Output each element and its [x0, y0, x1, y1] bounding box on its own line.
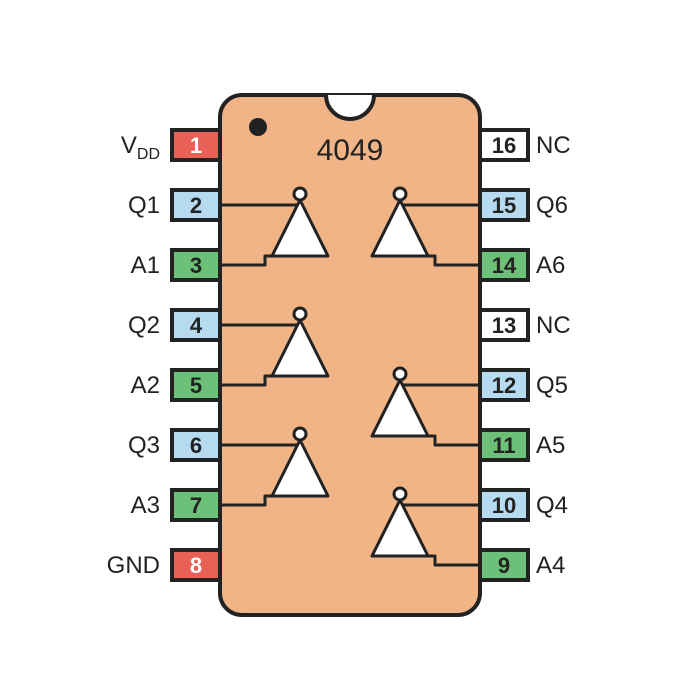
- pin-12-label: Q5: [536, 372, 568, 399]
- pin-12-number: 12: [492, 373, 516, 398]
- pin-8-label: GND: [107, 552, 160, 579]
- pin-14-label: A6: [536, 252, 565, 279]
- chip-part-number: 4049: [317, 134, 384, 167]
- pin-6-label: Q3: [128, 432, 160, 459]
- pin-13-label: NC: [536, 312, 571, 339]
- pin-1-number: 1: [190, 133, 202, 158]
- pin-7-label: A3: [131, 492, 160, 519]
- pin-5-label: A2: [131, 372, 160, 399]
- pin-15-label: Q6: [536, 192, 568, 219]
- pin-14-number: 14: [492, 253, 517, 278]
- inverter-inv3-bubble-icon: [294, 428, 306, 440]
- pin1-dot-icon: [249, 118, 267, 136]
- pin-8-number: 8: [190, 553, 202, 578]
- pin-4-number: 4: [190, 313, 203, 338]
- pin-16-number: 16: [492, 133, 516, 158]
- pin-1-label: VDD: [121, 132, 160, 163]
- pin-10-number: 10: [492, 493, 516, 518]
- pin-10-label: Q4: [536, 492, 568, 519]
- pin-16-label: NC: [536, 132, 571, 159]
- pin-15-number: 15: [492, 193, 516, 218]
- pin-9-number: 9: [498, 553, 510, 578]
- pin-5-number: 5: [190, 373, 202, 398]
- pin-2-number: 2: [190, 193, 202, 218]
- pin-11-label: A5: [536, 432, 565, 459]
- inverter-inv2-bubble-icon: [294, 308, 306, 320]
- chip-body: [220, 95, 480, 615]
- pin-9-label: A4: [536, 552, 565, 579]
- inverter-inv1-bubble-icon: [294, 188, 306, 200]
- pin-13-number: 13: [492, 313, 516, 338]
- inverter-inv5-bubble-icon: [394, 368, 406, 380]
- pin-3-number: 3: [190, 253, 202, 278]
- pin-11-number: 11: [492, 433, 515, 458]
- inverter-inv4-bubble-icon: [394, 488, 406, 500]
- pin-7-number: 7: [190, 493, 202, 518]
- pin-6-number: 6: [190, 433, 202, 458]
- pin-2-label: Q1: [128, 192, 160, 219]
- pin-3-label: A1: [131, 252, 160, 279]
- ic-pinout-diagram: 4049 1 VDD 2 Q1 3 A1 4 Q2 5 A2 6 Q3 7 A3 8 GND 16 NC 15 Q6 14…: [0, 0, 700, 700]
- pin-4-label: Q2: [128, 312, 160, 339]
- inverter-inv6-bubble-icon: [394, 188, 406, 200]
